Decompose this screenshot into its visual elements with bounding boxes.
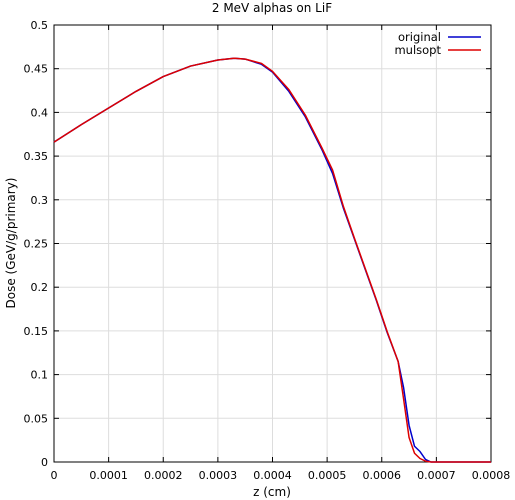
x-tick-label: 0.0001 xyxy=(89,469,128,482)
x-axis-title: z (cm) xyxy=(253,485,291,499)
y-tick-label: 0 xyxy=(41,456,48,469)
y-tick-label: 0.45 xyxy=(24,63,49,76)
y-tick-label: 0.35 xyxy=(24,150,49,163)
y-tick-label: 0.4 xyxy=(31,106,49,119)
x-tick-label: 0.0008 xyxy=(472,469,511,482)
y-tick-label: 0.5 xyxy=(31,19,49,32)
y-tick-label: 0.1 xyxy=(31,369,49,382)
grid-lines xyxy=(54,25,491,462)
axis-ticks: 0 0.0001 0.0002 0.0003 0.0004 0.0005 0.0006 0.0… xyxy=(24,19,511,482)
y-tick-label: 0.05 xyxy=(24,412,49,425)
plot-frame xyxy=(53,24,492,463)
legend-label-original: original xyxy=(398,30,441,44)
y-tick-label: 0.2 xyxy=(31,281,49,294)
x-tick-label: 0.0003 xyxy=(199,469,238,482)
y-axis-title: Dose (GeV/g/primary) xyxy=(4,178,18,309)
x-tick-label: 0.0004 xyxy=(253,469,292,482)
y-tick-label: 0.25 xyxy=(24,238,49,251)
series-lines xyxy=(53,57,491,463)
series-line-mulsopt xyxy=(53,57,491,463)
x-tick-label: 0.0006 xyxy=(363,469,402,482)
x-tick-label: 0.0002 xyxy=(144,469,183,482)
chart-title: 2 MeV alphas on LiF xyxy=(212,1,332,15)
y-tick-label: 0.15 xyxy=(24,325,49,338)
x-tick-label: 0.0007 xyxy=(417,469,456,482)
x-tick-label: 0 xyxy=(51,469,58,482)
x-tick-label: 0.0005 xyxy=(308,469,347,482)
y-tick-label: 0.3 xyxy=(31,194,49,207)
legend-label-mulsopt: mulsopt xyxy=(394,43,441,57)
